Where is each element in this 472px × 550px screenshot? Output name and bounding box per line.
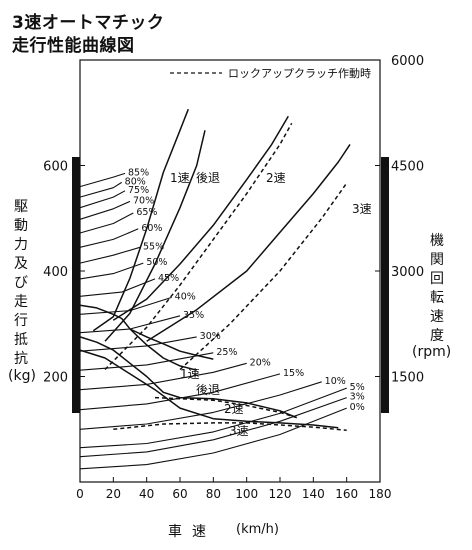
resistance-curve xyxy=(79,381,322,430)
chart-title-line2: 走行性能曲線図 xyxy=(12,36,135,56)
resistance-label: 3% xyxy=(350,392,365,403)
resistance-curve xyxy=(79,212,134,234)
drive-force-curve xyxy=(129,328,214,360)
resistance-label: 80% xyxy=(125,176,146,187)
drive-force-curve xyxy=(79,336,297,419)
resistance-label: 40% xyxy=(175,291,196,302)
resistance-curve xyxy=(79,387,347,449)
resistance-curve xyxy=(79,336,197,352)
resistance-curve xyxy=(79,278,156,297)
x-tick-label: 20 xyxy=(106,487,121,501)
gear-label: 3速 xyxy=(229,424,249,438)
resistance-label: 5% xyxy=(350,382,365,393)
x-tick-label: 0 xyxy=(76,487,84,501)
resistance-label: 75% xyxy=(128,185,149,196)
resistance-label: 10% xyxy=(325,376,346,387)
drive-force-curve xyxy=(79,349,339,429)
resistance-curve xyxy=(79,200,131,220)
left-axis-bar xyxy=(72,157,80,413)
engine-speed-curve xyxy=(146,143,351,342)
y-tick-label: 400 xyxy=(43,265,68,280)
x-tick-label: 120 xyxy=(269,487,292,501)
resistance-curve xyxy=(79,181,122,198)
drive-force-curve xyxy=(154,396,297,419)
resistance-label: 70% xyxy=(133,195,154,206)
resistance-label: 0% xyxy=(350,402,365,413)
plot-frame xyxy=(79,59,381,483)
x-tick-label: 180 xyxy=(369,487,392,501)
x-tick-label: 40 xyxy=(139,487,154,501)
right-axis-bar xyxy=(381,157,389,413)
x-tick-label: 140 xyxy=(302,487,325,501)
gear-label: 1速 xyxy=(180,367,200,381)
resistance-label: 60% xyxy=(141,223,162,234)
gear-label: 1速 xyxy=(170,171,190,185)
engine-speed-curve xyxy=(104,130,206,342)
drive-force-curve xyxy=(79,304,197,371)
y-left-axis-label: 駆動力 及び 走行抵抗 xyxy=(14,199,28,367)
x-axis-label: 車速 xyxy=(168,524,216,540)
x-axis-unit: (km/h) xyxy=(236,522,279,537)
y2-tick-label: 4500 xyxy=(391,160,424,175)
resistance-curve xyxy=(79,172,126,188)
drive-force-curve xyxy=(113,422,347,432)
y-tick-label: 600 xyxy=(43,160,68,175)
x-tick-label: 80 xyxy=(206,487,221,501)
resistance-curve xyxy=(79,190,126,209)
gear-label: 3速 xyxy=(352,202,372,216)
resistance-label: 55% xyxy=(143,241,164,252)
engine-speed-curve xyxy=(92,108,189,332)
y2-tick-label: 6000 xyxy=(391,54,424,69)
resistance-label: 85% xyxy=(128,167,149,178)
resistance-label: 45% xyxy=(158,273,179,284)
x-tick-label: 160 xyxy=(335,487,358,501)
resistance-curve xyxy=(79,296,172,315)
resistance-label: 50% xyxy=(146,257,167,268)
y-right-axis-unit: (rpm) xyxy=(412,344,452,360)
x-tick-label: 60 xyxy=(172,487,187,501)
resistance-curve xyxy=(79,397,347,458)
engine-speed-curve xyxy=(179,182,348,371)
resistance-label: 65% xyxy=(136,207,157,218)
resistance-label: 35% xyxy=(183,310,204,321)
resistance-label: 15% xyxy=(283,368,304,379)
y2-tick-label: 1500 xyxy=(391,371,424,386)
resistance-label: 20% xyxy=(250,357,271,368)
engine-speed-curve xyxy=(112,115,289,321)
engine-speed-curve xyxy=(104,122,293,371)
resistance-label: 30% xyxy=(200,331,221,342)
gear-label: 2速 xyxy=(224,402,244,416)
resistance-label: 25% xyxy=(216,347,237,358)
chart-title-line1: 3速オートマチック xyxy=(12,13,165,33)
y-left-axis-unit: (kg) xyxy=(8,368,36,384)
resistance-curve xyxy=(79,407,347,470)
y-tick-label: 200 xyxy=(43,371,68,386)
resistance-curve xyxy=(79,246,141,264)
resistance-curve xyxy=(79,352,214,371)
resistance-curve xyxy=(79,362,247,391)
legend-label: ロックアップクラッチ作動時 xyxy=(228,66,371,80)
x-tick-label: 100 xyxy=(235,487,258,501)
resistance-curve xyxy=(79,228,139,248)
gear-label: 後退 xyxy=(196,383,220,397)
y2-tick-label: 3000 xyxy=(391,265,424,280)
gear-label: 後退 xyxy=(196,171,220,185)
y-right-axis-label: 機関回転速度 xyxy=(430,233,444,344)
gear-label: 2速 xyxy=(266,171,286,185)
